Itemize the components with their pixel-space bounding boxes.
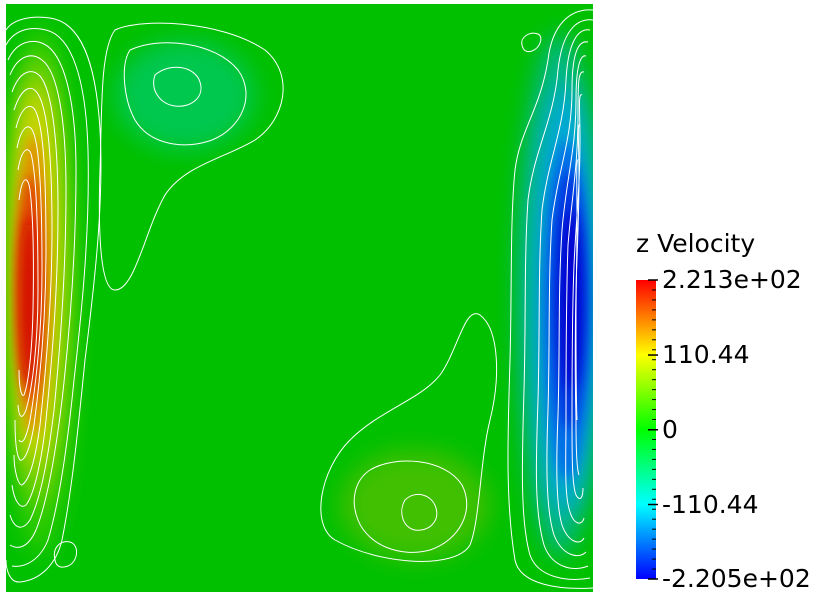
- secondary-bottom-right: [340, 450, 490, 560]
- colorbar-tick-label: 2.213e+02: [662, 265, 802, 294]
- colorbar-major-ticks: [648, 279, 658, 580]
- colorbar-tick-label: -2.205e+02: [662, 564, 811, 593]
- contour-lines: [6, 9, 593, 589]
- colorbar-tick-label: 110.44: [662, 340, 750, 370]
- colorbar-tick-label: 0: [662, 414, 678, 444]
- velocity-field: [6, 4, 593, 592]
- field-background: [6, 4, 593, 592]
- secondary-top-left: [115, 40, 255, 150]
- colorbar: [636, 279, 658, 580]
- colorbar-title: z Velocity: [636, 229, 756, 258]
- max-core-left: [6, 25, 76, 555]
- colorbar-tick-label: -110.44: [662, 489, 759, 519]
